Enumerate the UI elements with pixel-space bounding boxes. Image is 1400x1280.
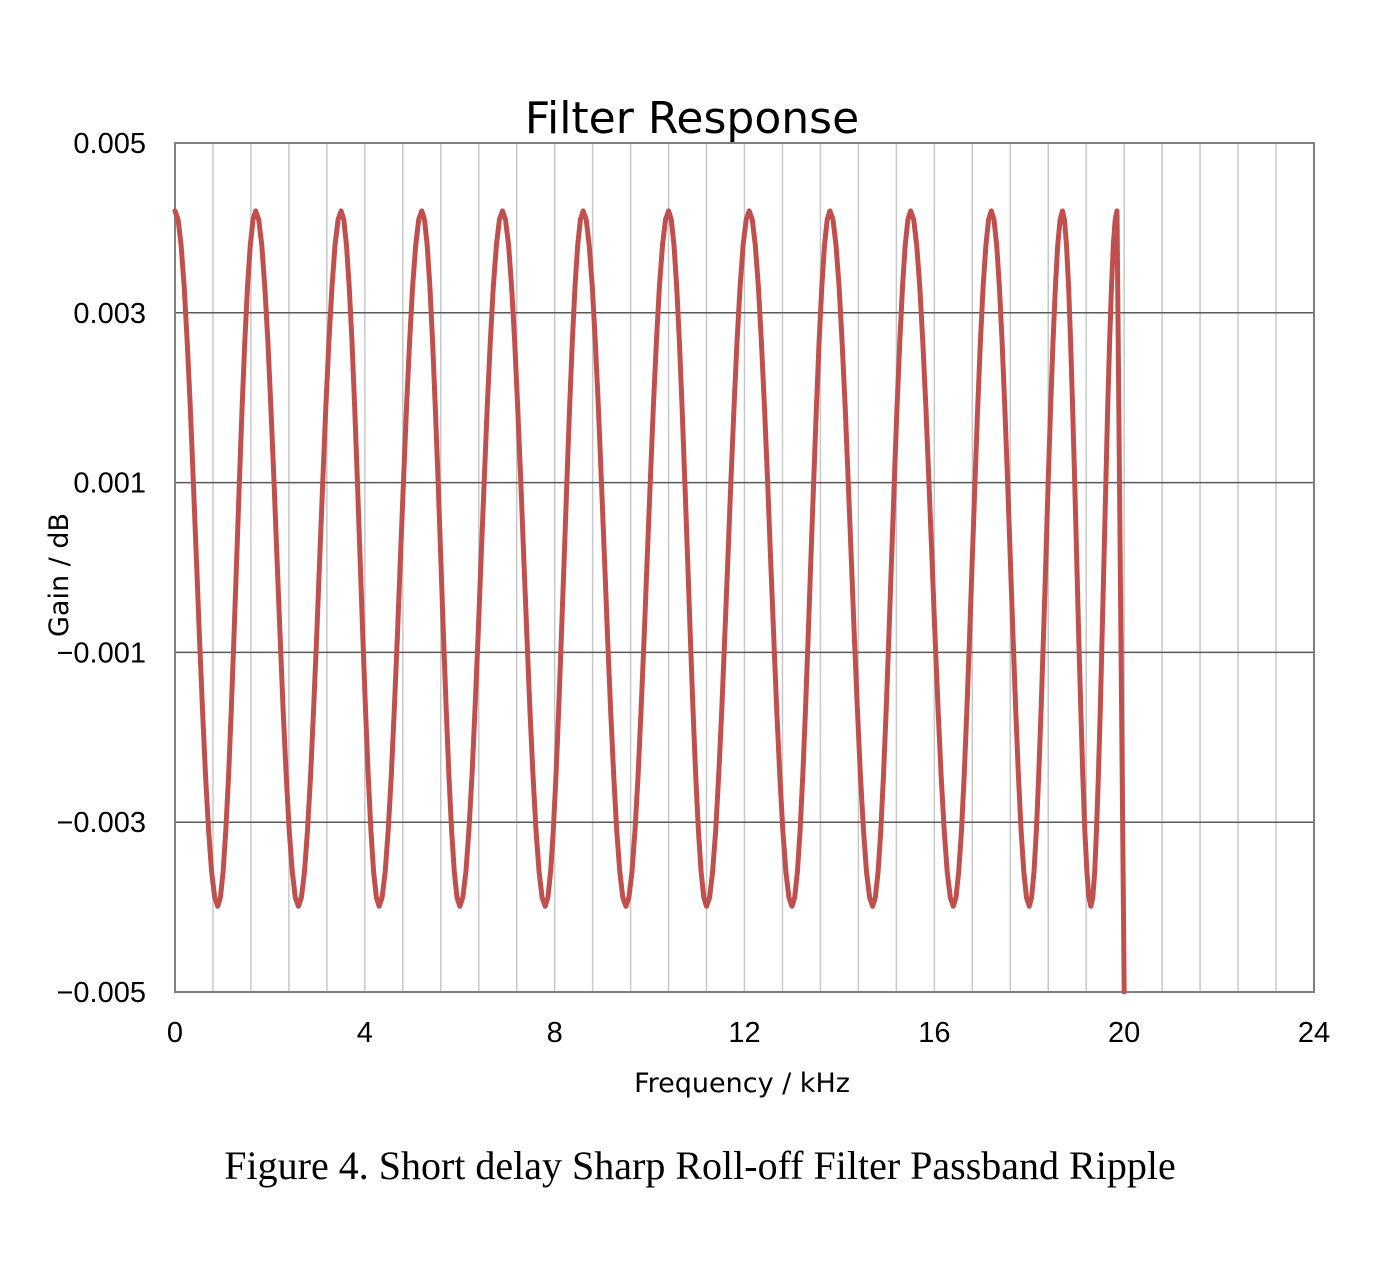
x-tick-label: 24	[1298, 1017, 1330, 1049]
x-tick-label: 20	[1108, 1017, 1140, 1049]
x-tick-label: 4	[357, 1017, 373, 1049]
gain-series-line	[172, 208, 1127, 995]
y-tick-label: 0.003	[73, 298, 146, 330]
x-tick-label: 8	[547, 1017, 563, 1049]
y-tick-label: −0.001	[56, 637, 146, 669]
x-tick-label: 16	[918, 1017, 950, 1049]
series-layer	[172, 208, 1127, 995]
y-tick-label: 0.001	[73, 468, 146, 500]
y-tick-label: −0.003	[56, 807, 146, 839]
y-axis-label: Gain / dB	[44, 513, 75, 637]
plot-area-frame	[174, 142, 1315, 993]
filter-response-chart: Filter Response 0 4 8 12 16 20 24 0.0050.0030.…	[44, 93, 1330, 1099]
y-tick-label: −0.005	[56, 977, 146, 1009]
figure-caption: Figure 4. Short delay Sharp Roll-off Fil…	[224, 1143, 1176, 1188]
minor-gridlines	[212, 143, 1277, 992]
x-axis-tick-labels: 0 4 8 12 16 20 24	[167, 1017, 1330, 1049]
y-axis-tick-labels: 0.005 0.003 0.001 −0.001 −0.003 −0.005	[56, 128, 146, 1009]
x-tick-label: 0	[167, 1017, 183, 1049]
y-tick-label: 0.005	[73, 128, 146, 160]
x-tick-label: 12	[728, 1017, 760, 1049]
chart-title: Filter Response	[525, 93, 859, 144]
x-axis-label: Frequency / kHz	[634, 1068, 850, 1099]
